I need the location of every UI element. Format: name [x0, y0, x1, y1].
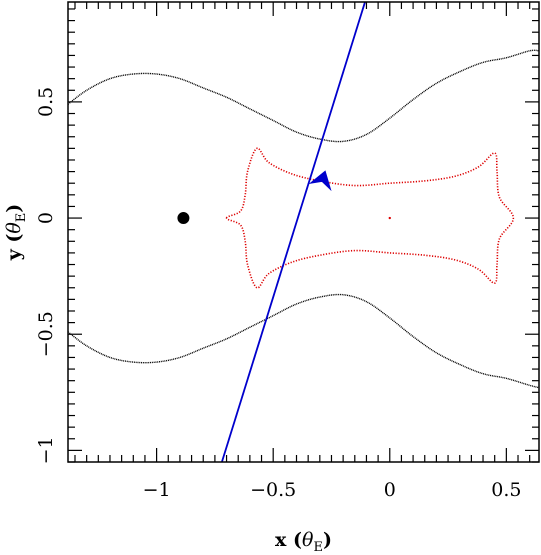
- x-tick-label: −0.5: [250, 479, 296, 501]
- trajectory-direction-arrow: [308, 170, 332, 192]
- x-axis-label-main: x (: [275, 529, 302, 551]
- x-axis-label: x (θE): [275, 529, 332, 555]
- y-tick-label: −0.5: [35, 311, 57, 357]
- x-axis-label-subscript: E: [313, 540, 323, 555]
- tick-marks: [68, 2, 539, 463]
- critical-curve-lower: [68, 293, 539, 389]
- lens-mass-marker: [177, 212, 190, 225]
- x-tick-label: 0.5: [491, 479, 521, 501]
- source-trajectory-line: [221, 2, 366, 462]
- caustic-curve: [225, 147, 515, 289]
- y-axis-label-subscript: E: [14, 213, 29, 223]
- y-axis-label: y (θE): [3, 204, 29, 262]
- x-tick-label: −1: [143, 479, 171, 501]
- y-tick-label: 0.5: [35, 87, 57, 117]
- tick-labels: −1 −0.5 0 0.5 −1 −0.5 0 0.5: [35, 87, 521, 501]
- plot-frame: [67, 1, 540, 463]
- lens-origin-marker: [388, 216, 391, 220]
- x-axis-label-close: ): [323, 529, 332, 551]
- y-axis-label-symbol: θ: [3, 222, 25, 234]
- x-tick-label: 0: [384, 479, 396, 501]
- y-tick-label: 0: [35, 212, 57, 224]
- y-axis-label-close: ): [3, 204, 25, 213]
- x-axis-label-symbol: θ: [302, 529, 314, 551]
- y-axis-label-main: y (: [3, 234, 25, 262]
- critical-curve-upper: [68, 49, 539, 143]
- y-tick-label: −1: [35, 436, 57, 464]
- plot-area: [68, 2, 539, 462]
